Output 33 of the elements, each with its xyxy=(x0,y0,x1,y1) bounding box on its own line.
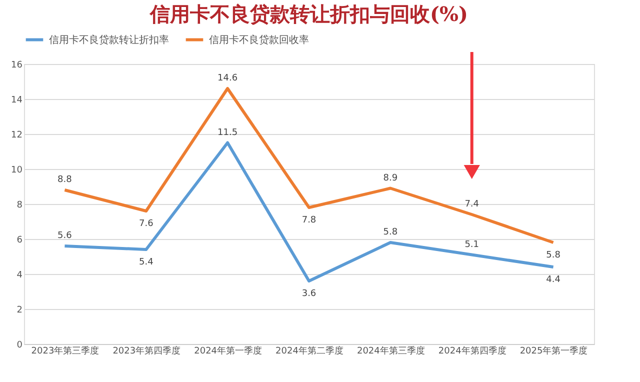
y-tick-label: 0 xyxy=(16,340,23,350)
data-label: 5.1 xyxy=(464,240,480,250)
data-label: 7.8 xyxy=(302,216,316,226)
data-label: 11.5 xyxy=(218,128,238,138)
data-label: 3.6 xyxy=(302,289,316,299)
data-label: 5.6 xyxy=(58,231,72,241)
data-label: 5.8 xyxy=(383,228,398,238)
y-tick-label: 2 xyxy=(16,306,22,316)
y-tick-label: 6 xyxy=(16,236,23,246)
y-tick-label: 4 xyxy=(16,270,23,280)
x-tick-label: 2023年第四季度 xyxy=(112,346,181,356)
data-label: 8.8 xyxy=(58,175,72,185)
legend-label: 信用卡不良贷款回收率 xyxy=(209,34,309,46)
legend-label: 信用卡不良贷款转让折扣率 xyxy=(49,34,169,46)
y-tick-label: 16 xyxy=(11,60,23,70)
x-tick-label: 2024年第三季度 xyxy=(356,346,425,356)
chart-title: 信用卡不良贷款转让折扣与回收(%) xyxy=(149,2,468,26)
y-tick-label: 12 xyxy=(11,130,22,140)
y-tick-label: 14 xyxy=(11,96,23,106)
data-label: 8.9 xyxy=(383,173,398,184)
x-tick-label: 2024年第二季度 xyxy=(276,346,344,356)
data-label: 14.6 xyxy=(218,74,238,84)
y-tick-label: 10 xyxy=(11,166,23,176)
data-label: 5.4 xyxy=(138,258,154,268)
x-tick-label: 2024年第一季度 xyxy=(194,346,262,356)
x-tick-label: 2024年第四季度 xyxy=(438,346,506,356)
data-label: 5.8 xyxy=(546,250,561,260)
data-label: 7.6 xyxy=(138,219,154,229)
data-label: 4.4 xyxy=(546,275,561,285)
x-tick-label: 2025年第一季度 xyxy=(520,346,588,356)
data-label: 7.4 xyxy=(464,200,480,210)
x-tick-label: 2023年第三季度 xyxy=(31,346,100,356)
y-tick-label: 8 xyxy=(16,200,23,210)
